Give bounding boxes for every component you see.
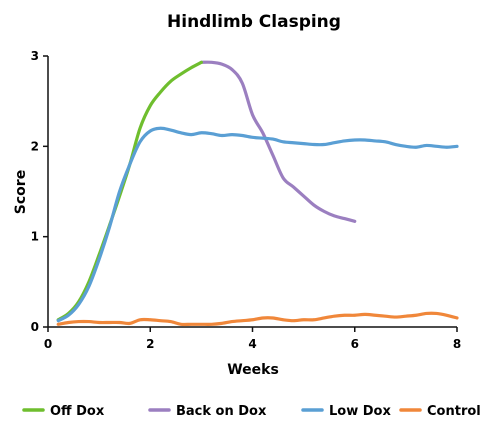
legend-item-back-on-dox: Back on Dox (148, 404, 267, 419)
legend-item-control: Control (399, 404, 481, 419)
y-ticks: 0 1 2 3 (31, 49, 48, 334)
legend: Off Dox Back on Dox Low Dox Control (22, 404, 481, 419)
series-line-back-on-dox (199, 60, 357, 223)
legend-item-off-dox: Off Dox (22, 404, 105, 419)
chart-title: Hindlimb Clasping (167, 12, 341, 32)
x-tick-label: 2 (146, 337, 154, 351)
x-tick-label: 8 (453, 337, 461, 351)
series-line-off-dox (56, 60, 203, 322)
x-tick-label: 6 (351, 337, 359, 351)
legend-label: Off Dox (50, 404, 105, 419)
x-tick-label: 0 (44, 337, 52, 351)
legend-label: Back on Dox (176, 404, 267, 419)
series-layer (56, 60, 459, 327)
series-line-low-dox (56, 126, 459, 323)
y-tick-label: 1 (31, 230, 39, 244)
x-axis-label: Weeks (227, 362, 279, 378)
y-tick-label: 2 (31, 139, 39, 153)
legend-label: Low Dox (329, 404, 391, 419)
y-tick-label: 3 (31, 49, 39, 63)
legend-item-low-dox: Low Dox (301, 404, 391, 419)
y-tick-label: 0 (31, 320, 39, 334)
series-line-control (56, 311, 459, 327)
x-tick-label: 4 (248, 337, 256, 351)
x-ticks: 0 2 4 6 8 (44, 327, 461, 351)
legend-label: Control (427, 404, 481, 419)
y-axis-label: Score (13, 170, 29, 214)
